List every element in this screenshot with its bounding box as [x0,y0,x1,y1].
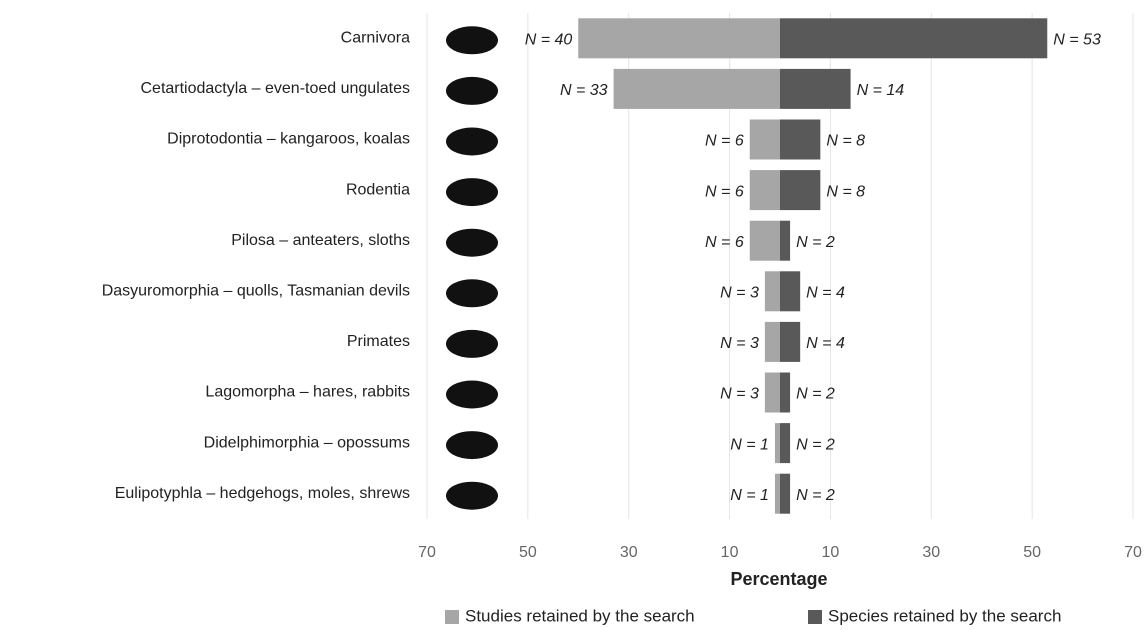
value-label: N = 6 [705,133,744,150]
bar [749,170,780,211]
bar [780,473,791,514]
bar [749,119,780,160]
bar [774,473,780,514]
x-tick-label: 70 [418,544,436,561]
bar [749,220,780,261]
category-label: Eulipotyphla – hedgehogs, moles, shrews [115,485,410,502]
bar [780,220,791,261]
animal-icon [446,178,498,207]
x-tick-label: 30 [922,544,940,561]
animal-icon [446,279,498,308]
animal-icon [446,431,498,460]
x-tick-label: 50 [1023,544,1041,561]
bar [613,68,780,109]
value-label: N = 2 [796,386,835,403]
animal-icon [446,76,498,105]
animal-icon [446,481,498,510]
animal-icon [446,380,498,409]
value-label: N = 53 [1053,32,1101,49]
category-label: Primates [347,333,410,350]
category-label: Rodentia [346,181,410,198]
bar [578,18,780,59]
value-label: N = 4 [806,285,845,302]
value-label: N = 8 [826,183,865,200]
value-label: N = 33 [560,82,608,99]
bar [780,18,1048,59]
value-label: N = 6 [705,234,744,251]
bar [780,321,801,362]
value-label: N = 4 [806,335,845,352]
value-label: N = 3 [720,335,759,352]
x-tick-label: 10 [721,544,739,561]
value-label: N = 2 [796,487,835,504]
animal-icon [446,26,498,55]
value-label: N = 8 [826,133,865,150]
value-label: N = 2 [796,234,835,251]
legend-swatch [445,610,459,624]
value-label: N = 14 [857,82,905,99]
bar [774,423,780,464]
bar [780,423,791,464]
bar [780,119,821,160]
category-label: Cetartiodactyla – even-toed ungulates [140,80,410,97]
bar [764,321,780,362]
category-label: Lagomorpha – hares, rabbits [205,384,410,401]
animal-icon [446,228,498,257]
bar [764,271,780,312]
animal-icon [446,329,498,358]
legend-label: Species retained by the search [828,606,1061,625]
category-label: Pilosa – anteaters, sloths [231,232,410,249]
value-label: N = 2 [796,436,835,453]
value-label: N = 3 [720,285,759,302]
category-label: Didelphimorphia – opossums [204,434,410,451]
value-label: N = 3 [720,386,759,403]
value-label: N = 1 [730,487,769,504]
legend-swatch [808,610,822,624]
x-tick-label: 10 [822,544,840,561]
x-tick-label: 70 [1124,544,1142,561]
value-label: N = 6 [705,183,744,200]
x-tick-label: 50 [519,544,537,561]
bar [780,170,821,211]
animal-icon [446,127,498,156]
bar [780,68,851,109]
x-axis-label: Percentage [730,569,827,589]
x-tick-label: 30 [620,544,638,561]
bar [764,372,780,413]
category-label: Carnivora [341,30,410,47]
bar [780,271,801,312]
value-label: N = 40 [525,32,573,49]
legend-label: Studies retained by the search [465,606,695,625]
category-label: Diprotodontia – kangaroos, koalas [167,131,410,148]
bar [780,372,791,413]
category-label: Dasyuromorphia – quolls, Tasmanian devil… [102,283,410,300]
value-label: N = 1 [730,436,769,453]
